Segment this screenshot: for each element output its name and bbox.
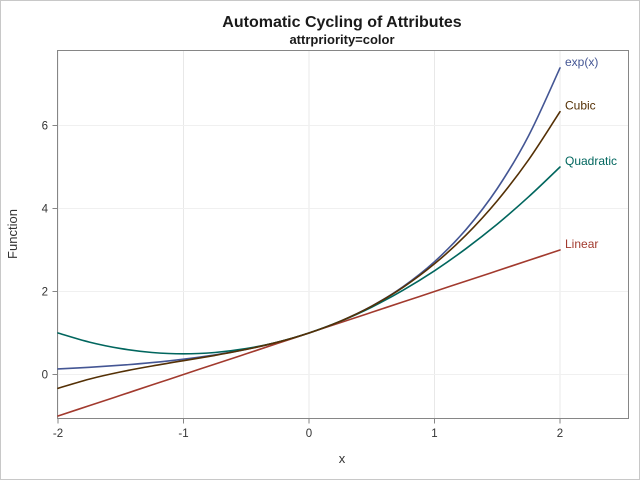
axis-ticks bbox=[52, 125, 561, 424]
chart-title: Automatic Cycling of Attributes bbox=[222, 14, 462, 31]
x-tick-label: -2 bbox=[53, 428, 63, 440]
y-tick-label: 4 bbox=[42, 204, 49, 216]
y-tick-label: 2 bbox=[42, 287, 48, 299]
curve-label-linear: Linear bbox=[565, 237, 598, 251]
x-tick-label: 1 bbox=[431, 428, 437, 440]
y-tick-labels: 0 2 4 6 bbox=[42, 121, 49, 382]
y-tick-label: 6 bbox=[42, 121, 48, 133]
curve-cubic bbox=[57, 110, 561, 390]
x-tick-label: 0 bbox=[306, 428, 312, 440]
x-tick-label: 2 bbox=[557, 428, 563, 440]
x-tick-labels: -2 -1 0 1 2 bbox=[53, 428, 563, 440]
curves bbox=[57, 67, 561, 417]
y-axis-title: Function bbox=[5, 209, 20, 259]
plot-area-border bbox=[57, 50, 629, 419]
chart-subtitle: attrpriority=color bbox=[289, 32, 394, 47]
curve-label-cubic: Cubic bbox=[565, 99, 596, 113]
curve-label-quadratic: Quadratic bbox=[565, 154, 617, 168]
y-tick-label: 0 bbox=[42, 370, 48, 382]
curve-label-exp-x: exp(x) bbox=[565, 55, 598, 69]
curve-labels: exp(x) Linear Quadratic Cubic bbox=[565, 55, 617, 251]
x-tick-label: -1 bbox=[178, 428, 188, 440]
x-axis-title: x bbox=[339, 451, 346, 466]
